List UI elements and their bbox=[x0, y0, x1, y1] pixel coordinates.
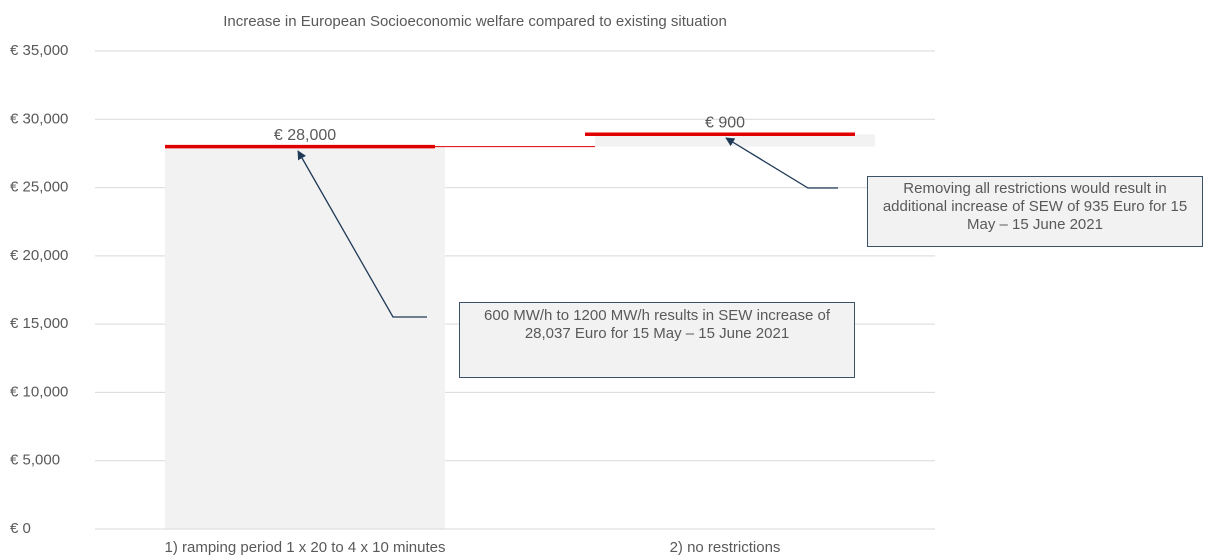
y-tick-label: € 0 bbox=[10, 520, 31, 537]
value-label: € 900 bbox=[705, 115, 745, 132]
y-tick-label: € 15,000 bbox=[10, 315, 68, 332]
annotation-arrow bbox=[297, 150, 427, 318]
y-tick-label: € 35,000 bbox=[10, 42, 68, 59]
annotation-arrow bbox=[725, 137, 838, 189]
y-tick-label: € 20,000 bbox=[10, 247, 68, 264]
value-label: € 28,000 bbox=[274, 127, 336, 144]
y-tick-label: € 25,000 bbox=[10, 179, 68, 196]
bar bbox=[165, 146, 445, 529]
y-tick-label: € 5,000 bbox=[10, 452, 60, 469]
annotation-box: 600 MW/h to 1200 MW/h results in SEW inc… bbox=[459, 302, 855, 378]
annotation-box: Removing all restrictions would result i… bbox=[867, 176, 1203, 247]
chart-title: Increase in European Socioeconomic welfa… bbox=[223, 13, 727, 30]
y-tick-label: € 10,000 bbox=[10, 383, 68, 400]
x-tick-label: 1) ramping period 1 x 20 to 4 x 10 minut… bbox=[165, 539, 446, 556]
bar bbox=[595, 134, 875, 147]
x-tick-label: 2) no restrictions bbox=[670, 539, 781, 556]
y-tick-label: € 30,000 bbox=[10, 110, 68, 127]
